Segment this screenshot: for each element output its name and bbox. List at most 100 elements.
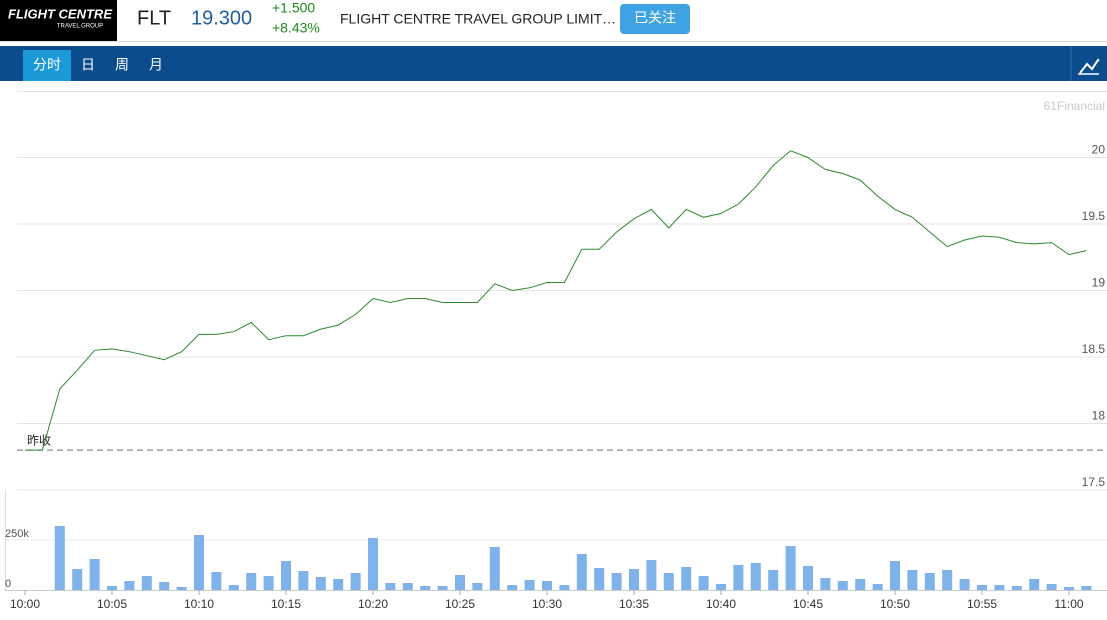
volume-bar [855, 579, 866, 590]
change-pct: +8.43% [272, 20, 320, 36]
volume-bar [315, 577, 326, 590]
y-tick-label: 18 [1092, 409, 1106, 423]
y-tick-label: 0 [5, 578, 11, 590]
x-tick-label: 10:35 [619, 597, 649, 611]
volume-bar [385, 583, 396, 590]
volume-bar [107, 586, 117, 590]
volume-bar [820, 578, 831, 590]
logo-box [0, 0, 117, 41]
volume-bar [72, 569, 83, 590]
y-tick-label: 20 [1092, 143, 1106, 157]
volume-bar [785, 546, 796, 590]
volume-bar [455, 575, 465, 590]
x-tick-label: 10:45 [793, 597, 823, 611]
change: +1.500 [272, 0, 315, 16]
volume-bar [803, 566, 813, 590]
volume-bar [681, 567, 692, 590]
company-name: FLIGHT CENTRE TRAVEL GROUP LIMIT… [340, 11, 616, 27]
follow-button[interactable] [620, 4, 690, 34]
volume-bar [698, 576, 709, 590]
volume-bar [994, 585, 1005, 590]
volume-bar [298, 571, 309, 590]
y-tick-label: 18.5 [1082, 342, 1106, 356]
price: 19.300 [191, 7, 252, 29]
volume-bar [559, 585, 570, 590]
volume-bar [594, 568, 605, 590]
volume-bar [959, 579, 970, 590]
volume-bar [924, 573, 935, 590]
volume-bar [611, 573, 622, 590]
volume-bar [768, 570, 779, 590]
x-tick-label: 10:50 [880, 597, 910, 611]
volume-bar [1064, 587, 1074, 590]
volume-bar [977, 585, 987, 590]
price-line [25, 150, 1087, 451]
x-tick-label: 10:25 [445, 597, 475, 611]
volume-bar [350, 573, 361, 590]
volume-bar [141, 576, 152, 590]
volume-bar [489, 547, 500, 590]
volume-bar [402, 583, 413, 590]
ticker: FLT [137, 7, 171, 29]
volume-bar [750, 563, 761, 590]
watermark: 61Financial [1044, 99, 1105, 113]
reference-label: 昨收 [27, 433, 51, 447]
volume-bar [89, 559, 100, 590]
volume-bar [228, 585, 239, 590]
volume-bar [507, 585, 518, 590]
y-tick-label: 19.5 [1082, 209, 1106, 223]
volume-bar [1081, 586, 1092, 590]
volume-bar [524, 580, 535, 590]
volume-bar [837, 581, 848, 590]
volume-bar [890, 561, 900, 590]
y-tick-label: 17.5 [1082, 475, 1106, 489]
x-tick-label: 10:00 [10, 597, 40, 611]
nav-bar [0, 46, 1107, 81]
volume-bar [1011, 586, 1022, 590]
volume-bar [872, 584, 883, 590]
volume-bar [420, 586, 431, 590]
x-tick-label: 10:15 [271, 597, 301, 611]
chart-icon[interactable] [1079, 58, 1100, 74]
logo-subtext: TRAVEL GROUP [57, 24, 103, 30]
volume-bar [263, 576, 274, 590]
volume-bar [1029, 579, 1040, 590]
volume-bar [368, 538, 378, 590]
y-tick-label: 250k [5, 528, 29, 540]
x-tick-label: 10:30 [532, 597, 562, 611]
volume-bar [907, 570, 918, 590]
x-tick-label: 10:20 [358, 597, 388, 611]
tab-label[interactable]: 月 [149, 57, 163, 73]
volume-bar [663, 573, 674, 590]
volume-bar [1046, 584, 1057, 590]
volume-bar [646, 560, 657, 590]
volume-bar [124, 581, 135, 590]
x-tick-label: 10:40 [706, 597, 736, 611]
y-tick-label: 19 [1092, 276, 1106, 290]
active-tab[interactable] [23, 50, 71, 81]
volume-bar [54, 526, 65, 590]
x-tick-label: 10:55 [967, 597, 997, 611]
volume-bar [333, 579, 344, 590]
follow-button-label[interactable]: 已关注 [634, 10, 676, 26]
volume-bar [194, 535, 204, 590]
volume-bar [576, 554, 587, 590]
tab-label[interactable]: 日 [81, 57, 95, 73]
volume-bar [159, 582, 170, 590]
volume-bar [211, 572, 222, 590]
x-tick-label: 10:05 [97, 597, 127, 611]
volume-bar [281, 561, 291, 590]
volume-bar [716, 584, 726, 590]
volume-bar [472, 583, 483, 590]
tab-label[interactable]: 周 [115, 57, 129, 73]
volume-bar [733, 565, 744, 590]
tab-label[interactable]: 分时 [33, 57, 61, 73]
volume-bar [629, 569, 639, 590]
volume-bar [437, 586, 448, 590]
x-tick-label: 11:00 [1054, 597, 1083, 611]
volume-bar [942, 570, 953, 590]
x-tick-label: 10:10 [184, 597, 214, 611]
logo-text: FLIGHT CENTRE [8, 6, 112, 21]
